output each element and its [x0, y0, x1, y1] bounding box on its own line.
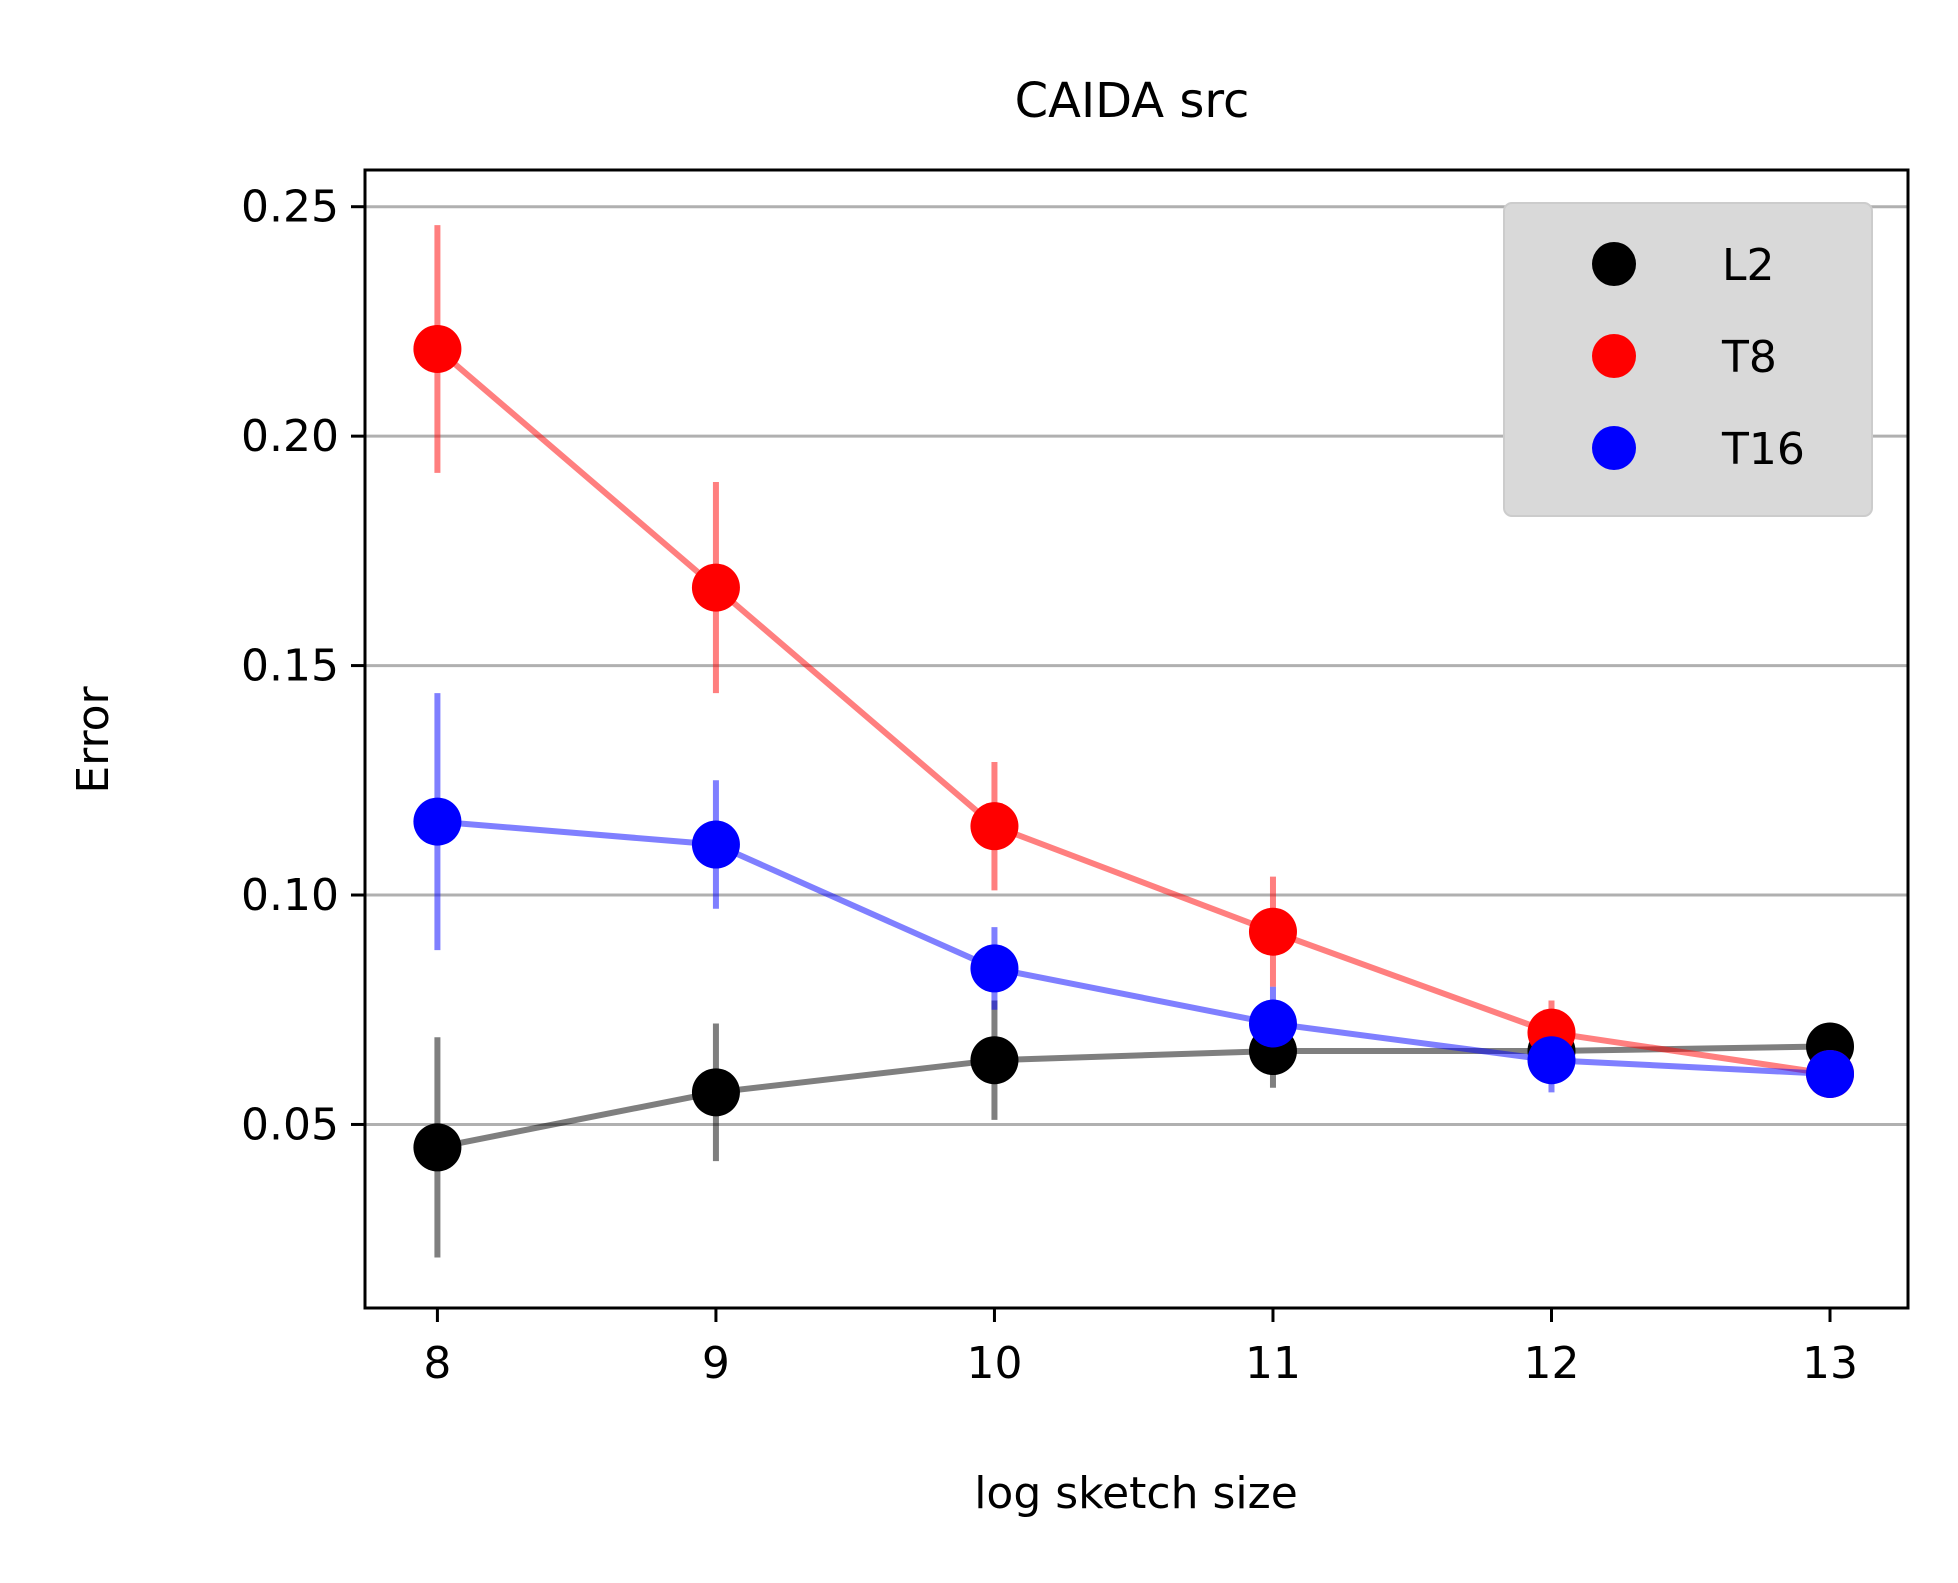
- legend-label-l2: L2: [1722, 240, 1775, 291]
- data-point-t16: [970, 944, 1019, 993]
- x-tick-label: 11: [1245, 1338, 1301, 1389]
- legend: L2 T8 T16: [1503, 202, 1873, 517]
- series-line-l2: [436, 1043, 1831, 1151]
- x-tick-label: 13: [1802, 1338, 1858, 1389]
- data-point-l2: [691, 1068, 740, 1117]
- data-point-t16: [1248, 999, 1297, 1048]
- series-line-t8: [435, 346, 1831, 1077]
- plot-frame: [363, 168, 1910, 1310]
- grid-lines: [365, 205, 1908, 1126]
- x-tick-label: 9: [702, 1338, 730, 1389]
- legend-label-t8: T8: [1721, 332, 1777, 383]
- legend-label-t16: T16: [1721, 424, 1805, 475]
- data-point-t8: [413, 324, 462, 373]
- data-point-t16: [1527, 1036, 1576, 1085]
- x-tick-label: 10: [966, 1338, 1022, 1389]
- y-tick-label: 0.20: [241, 411, 339, 462]
- data-point-t16: [413, 797, 462, 846]
- x-axis-ticks: 8 9 10 11 12 13: [423, 1308, 1858, 1389]
- legend-box: [1503, 202, 1873, 517]
- data-point-l2: [970, 1036, 1019, 1085]
- series-line-t16: [437, 818, 1831, 1077]
- data-points: [413, 324, 1855, 1172]
- y-tick-label: 0.15: [241, 641, 339, 692]
- legend-marker-t16: [1592, 426, 1636, 470]
- data-point-t16: [1806, 1049, 1855, 1098]
- series-lines: [435, 346, 1831, 1151]
- y-tick-label: 0.25: [241, 182, 339, 233]
- y-axis-ticks: 0.05 0.10 0.15 0.20 0.25: [241, 182, 365, 1150]
- data-point-t16: [691, 820, 740, 869]
- data-point-l2: [413, 1123, 462, 1172]
- y-tick-label: 0.05: [241, 1099, 339, 1150]
- data-point-t8: [691, 563, 740, 612]
- legend-marker-l2: [1592, 242, 1636, 286]
- legend-items: L2 T8 T16: [1592, 240, 1805, 475]
- data-point-t8: [1248, 907, 1297, 956]
- x-tick-label: 8: [423, 1338, 451, 1389]
- chart-title: CAIDA src: [1015, 73, 1250, 129]
- y-tick-label: 0.10: [241, 870, 339, 921]
- x-axis-label: log sketch size: [974, 1468, 1298, 1519]
- legend-marker-t8: [1592, 334, 1636, 378]
- y-axis-label: Error: [68, 685, 119, 793]
- data-point-t8: [970, 802, 1019, 851]
- x-tick-label: 12: [1523, 1338, 1579, 1389]
